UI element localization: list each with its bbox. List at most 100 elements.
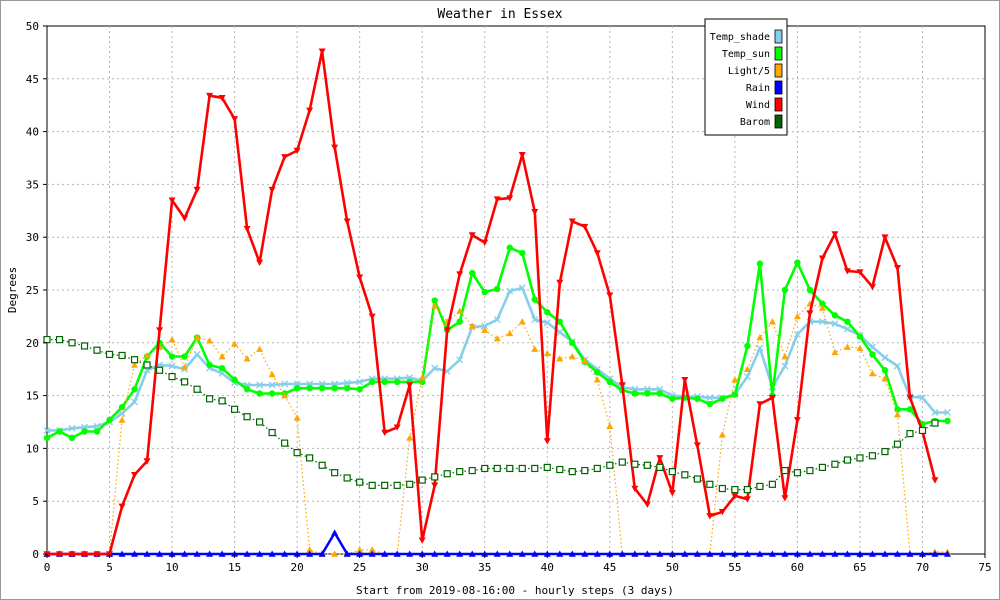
y-tick-label: 20: [26, 337, 39, 350]
data-point-barom: [80, 342, 89, 350]
data-point-rain: [506, 550, 514, 557]
data-point-temp-shade: [518, 284, 526, 292]
data-point-barom: [368, 481, 376, 489]
data-point-rain: [743, 550, 751, 557]
data-point-temp-sun: [306, 385, 313, 392]
data-point-barom: [281, 439, 289, 447]
data-point-wind: [268, 186, 276, 194]
y-tick-label: 40: [26, 126, 39, 139]
data-point-light-5: [818, 304, 826, 311]
data-point-light-5: [506, 329, 514, 337]
data-point-light-5: [368, 546, 376, 553]
data-point-rain: [931, 550, 939, 557]
data-point-temp-sun: [906, 406, 914, 413]
data-point-barom: [93, 346, 101, 354]
data-point-rain: [393, 550, 401, 557]
series-wind: [43, 48, 939, 558]
data-point-rain: [131, 550, 139, 557]
data-point-temp-shade: [831, 320, 839, 328]
data-point-temp-sun: [669, 395, 676, 402]
data-point-temp-shade: [256, 381, 264, 389]
data-point-rain: [456, 550, 464, 557]
data-point-rain: [581, 550, 589, 557]
data-point-wind: [331, 144, 339, 151]
data-point-rain: [793, 550, 801, 557]
data-point-light-5: [743, 365, 751, 372]
data-point-rain: [518, 550, 526, 557]
data-point-barom: [693, 475, 701, 483]
x-tick-label: 25: [353, 561, 366, 574]
data-point-wind: [93, 551, 101, 558]
data-point-rain: [818, 550, 826, 557]
data-point-wind: [468, 232, 476, 239]
data-point-light-5: [481, 326, 489, 333]
data-point-wind: [481, 239, 489, 246]
data-point-light-5: [143, 351, 151, 359]
legend-box: [704, 18, 788, 136]
data-point-light-5: [593, 376, 601, 383]
data-point-light-5: [718, 431, 726, 438]
data-point-barom: [143, 361, 151, 369]
data-point-barom: [231, 405, 239, 413]
data-point-wind: [506, 195, 514, 202]
data-point-light-5: [181, 363, 189, 370]
data-point-wind: [718, 508, 726, 516]
data-point-temp-sun: [794, 259, 801, 266]
x-tick-label: 5: [106, 561, 113, 574]
data-point-temp-sun: [431, 297, 438, 304]
data-point-rain: [543, 550, 551, 557]
data-point-wind: [306, 107, 314, 114]
x-axis-label: Start from 2019-08-16:00 - hourly steps …: [356, 584, 674, 597]
y-tick-label: 35: [26, 178, 39, 191]
data-point-temp-shade: [531, 316, 539, 324]
data-point-temp-shade: [281, 380, 289, 388]
data-point-rain: [156, 550, 164, 557]
data-point-light-5: [543, 349, 551, 357]
data-point-temp-shade: [931, 409, 939, 416]
data-point-light-5: [218, 353, 226, 360]
data-point-light-5: [493, 335, 501, 342]
data-point-temp-sun: [43, 434, 51, 442]
data-point-rain: [493, 550, 501, 557]
data-point-wind: [343, 218, 351, 225]
data-point-barom: [293, 449, 301, 457]
data-point-temp-sun: [181, 353, 188, 360]
data-point-wind: [693, 442, 701, 449]
x-tick-label: 75: [978, 561, 991, 574]
data-point-temp-sun: [806, 286, 814, 294]
x-tick-label: 70: [916, 561, 929, 574]
axis-layer: 0 5 10 15 20 25 30 35 40 45 50 55 60 65 70 75 0 5 10 15 20 25…: [26, 20, 992, 574]
data-point-wind: [931, 477, 939, 484]
data-point-wind: [356, 274, 364, 281]
legend-label: Rain: [746, 83, 770, 94]
data-point-wind: [643, 501, 651, 508]
data-point-rain: [256, 550, 264, 557]
data-point-barom: [668, 468, 676, 476]
data-point-wind: [243, 225, 251, 233]
data-point-wind: [881, 234, 889, 241]
data-point-rain: [218, 550, 226, 557]
data-point-rain: [693, 550, 701, 557]
data-point-barom: [631, 460, 639, 468]
data-point-rain: [656, 550, 664, 557]
data-point-wind: [318, 48, 326, 55]
x-tick-label: 55: [728, 561, 741, 574]
data-point-rain: [906, 550, 914, 557]
data-point-rain: [343, 550, 351, 557]
data-point-wind: [431, 482, 439, 489]
data-point-barom: [393, 481, 401, 489]
data-point-wind: [618, 382, 626, 389]
data-point-light-5: [781, 353, 789, 360]
data-point-temp-shade: [68, 424, 76, 432]
data-point-wind: [606, 292, 614, 299]
data-point-temp-sun: [569, 339, 576, 346]
data-point-temp-sun: [469, 269, 476, 277]
data-point-temp-sun: [481, 288, 488, 296]
x-tick-label: 40: [541, 561, 554, 574]
series-barom: [43, 336, 939, 494]
data-point-rain: [806, 550, 814, 557]
data-point-light-5: [531, 345, 539, 352]
data-point-light-5: [456, 307, 464, 314]
